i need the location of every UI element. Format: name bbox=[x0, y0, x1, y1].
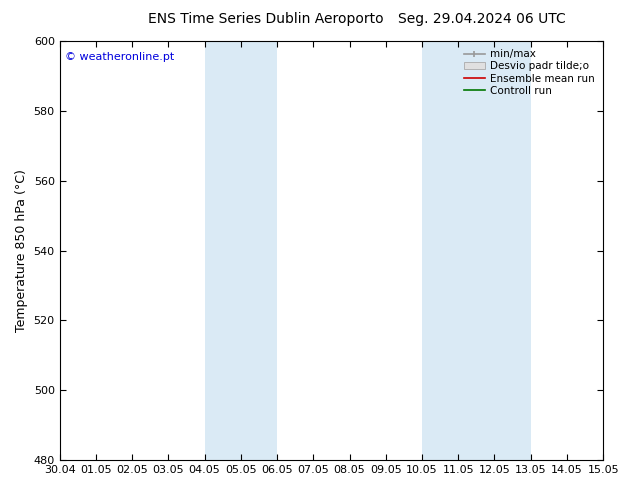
Y-axis label: Temperature 850 hPa (°C): Temperature 850 hPa (°C) bbox=[15, 169, 28, 332]
Text: © weatheronline.pt: © weatheronline.pt bbox=[65, 51, 174, 62]
Text: ENS Time Series Dublin Aeroporto: ENS Time Series Dublin Aeroporto bbox=[148, 12, 384, 26]
Bar bbox=[205, 41, 277, 460]
Bar bbox=[422, 41, 531, 460]
Text: Seg. 29.04.2024 06 UTC: Seg. 29.04.2024 06 UTC bbox=[398, 12, 566, 26]
Legend: min/max, Desvio padr tilde;o, Ensemble mean run, Controll run: min/max, Desvio padr tilde;o, Ensemble m… bbox=[461, 46, 598, 99]
